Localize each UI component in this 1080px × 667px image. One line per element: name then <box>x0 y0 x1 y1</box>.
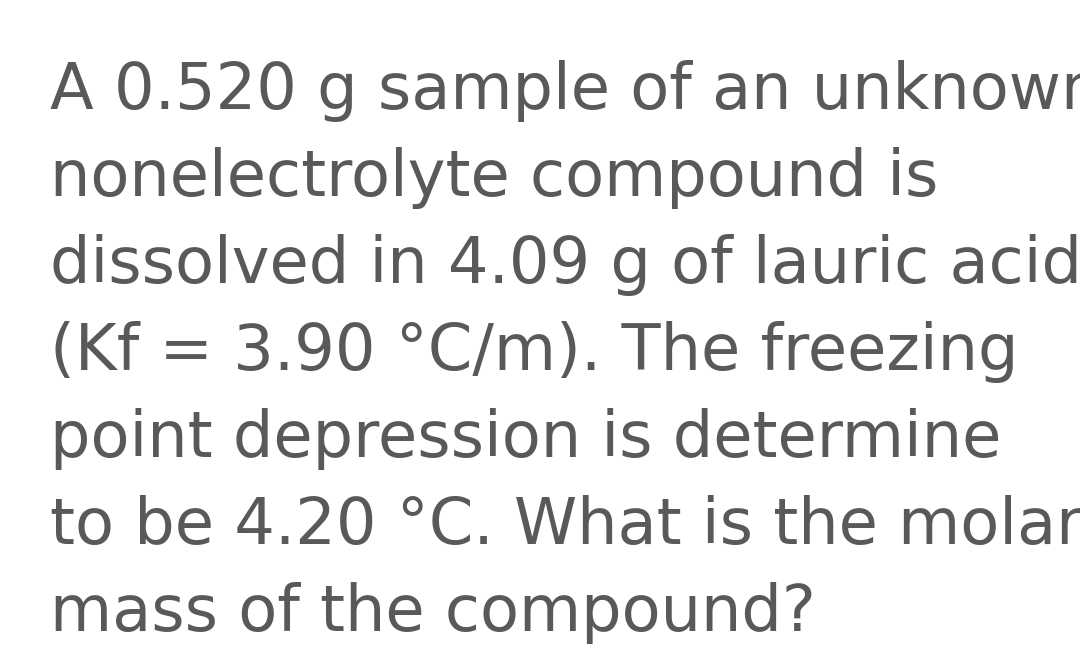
Text: (Kf = 3.90 °C/m). The freezing: (Kf = 3.90 °C/m). The freezing <box>50 321 1018 383</box>
Text: A 0.520 g sample of an unknown: A 0.520 g sample of an unknown <box>50 60 1080 122</box>
Text: nonelectrolyte compound is: nonelectrolyte compound is <box>50 147 939 209</box>
Text: dissolved in 4.09 g of lauric acid: dissolved in 4.09 g of lauric acid <box>50 234 1080 296</box>
Text: point depression is determine: point depression is determine <box>50 408 1001 470</box>
Text: mass of the compound?: mass of the compound? <box>50 582 815 644</box>
Text: to be 4.20 °C. What is the molar: to be 4.20 °C. What is the molar <box>50 495 1080 557</box>
